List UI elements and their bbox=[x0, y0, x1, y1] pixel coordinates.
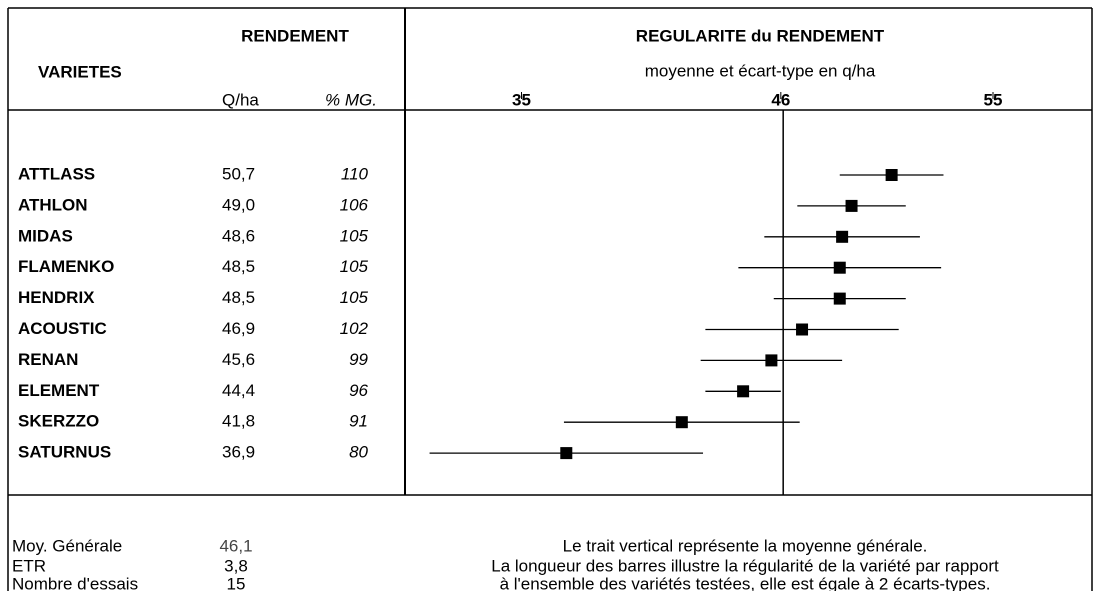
mean-marker bbox=[675, 416, 688, 429]
summary-label: Nombre d'essais bbox=[12, 574, 138, 591]
yield-value: 44,4 bbox=[222, 381, 255, 400]
summary-value: 15 bbox=[227, 574, 246, 591]
note: Le trait vertical représente la moyenne … bbox=[563, 536, 928, 555]
mean-marker bbox=[737, 385, 750, 398]
yield-value: 45,6 bbox=[222, 350, 255, 369]
percent-mg: 102 bbox=[340, 319, 369, 338]
yield-value: 48,5 bbox=[222, 257, 255, 276]
percent-mg: 91 bbox=[349, 412, 368, 431]
variety-name: SKERZZO bbox=[18, 412, 99, 431]
note: La longueur des barres illustre la régul… bbox=[491, 556, 999, 575]
yield-value: 49,0 bbox=[222, 195, 255, 214]
mean-marker bbox=[885, 169, 898, 181]
variety-name: FLAMENKO bbox=[18, 257, 114, 276]
header-pct: % MG. bbox=[325, 90, 377, 109]
percent-mg: 99 bbox=[349, 350, 368, 369]
variety-name: ELEMENT bbox=[18, 381, 100, 400]
variety-name: ATTLASS bbox=[18, 164, 95, 183]
mean-marker bbox=[796, 323, 809, 336]
percent-mg: 105 bbox=[340, 288, 369, 307]
yield-value: 36,9 bbox=[222, 443, 255, 462]
note: à l'ensemble des variétés testées, elle … bbox=[500, 574, 991, 591]
variety-name: SATURNUS bbox=[18, 443, 111, 462]
percent-mg: 80 bbox=[349, 443, 368, 462]
summary-label: Moy. Générale bbox=[12, 536, 122, 555]
percent-mg: 105 bbox=[340, 257, 369, 276]
variety-name: HENDRIX bbox=[18, 288, 95, 307]
header-rendement: RENDEMENT bbox=[241, 26, 349, 45]
header-qha: Q/ha bbox=[222, 90, 259, 109]
yield-value: 46,9 bbox=[222, 319, 255, 338]
percent-mg: 96 bbox=[349, 381, 368, 400]
mean-marker bbox=[836, 230, 849, 243]
mean-marker bbox=[833, 292, 846, 305]
x-tick-label: 55 bbox=[984, 90, 1003, 109]
mean-marker bbox=[833, 261, 846, 274]
summary-value: 3,8 bbox=[224, 556, 248, 575]
yield-value: 48,5 bbox=[222, 288, 255, 307]
variety-name: MIDAS bbox=[18, 226, 73, 245]
chart-title: REGULARITE du RENDEMENT bbox=[636, 26, 885, 45]
mean-marker bbox=[845, 199, 858, 212]
variety-name: ACOUSTIC bbox=[18, 319, 107, 338]
variety-name: RENAN bbox=[18, 350, 78, 369]
percent-mg: 106 bbox=[340, 195, 369, 214]
x-tick-label: 46 bbox=[771, 90, 790, 109]
x-tick-label: 35 bbox=[512, 90, 531, 109]
percent-mg: 105 bbox=[340, 226, 369, 245]
summary-value: 46,1 bbox=[219, 536, 252, 555]
percent-mg: 110 bbox=[341, 164, 369, 183]
yield-value: 50,7 bbox=[222, 164, 255, 183]
mean-marker bbox=[765, 354, 778, 367]
frame bbox=[7, 7, 1093, 591]
yield-value: 41,8 bbox=[222, 412, 255, 431]
yield-value: 48,6 bbox=[222, 226, 255, 245]
summary-label: ETR bbox=[12, 556, 46, 575]
mean-marker bbox=[560, 447, 573, 460]
header-varietes: VARIETES bbox=[38, 62, 122, 81]
variety-name: ATHLON bbox=[18, 195, 88, 214]
chart-subtitle: moyenne et écart-type en q/ha bbox=[645, 61, 876, 80]
